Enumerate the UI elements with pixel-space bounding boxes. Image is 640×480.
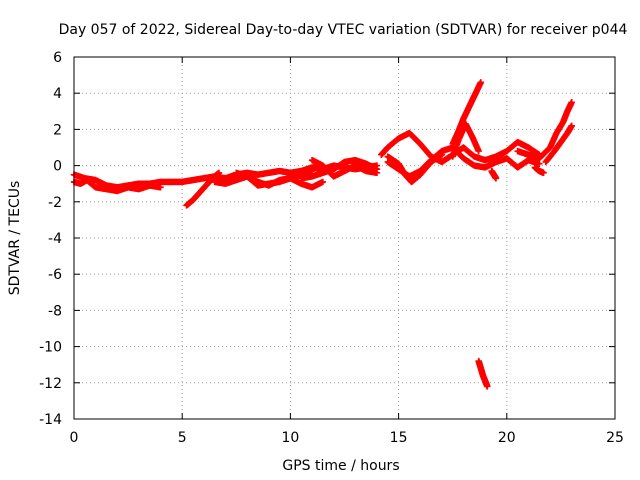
data-series <box>70 79 575 390</box>
data-point <box>215 169 223 177</box>
series-track-l <box>449 120 482 160</box>
series-track-c <box>183 169 223 209</box>
x-tick-label: 0 <box>70 430 79 446</box>
series-track-n <box>488 167 500 182</box>
data-point <box>568 99 575 106</box>
series-track-e <box>233 169 327 191</box>
axis-ticks: 0 5 10 15 20 25 -14 -12 -10 -8 -6 -4 -2 0 2 4 6 <box>39 50 624 446</box>
data-point <box>477 79 485 86</box>
data-point <box>319 178 327 186</box>
data-point <box>373 169 381 177</box>
y-tick-label: -2 <box>48 195 62 211</box>
x-axis-label: GPS time / hours <box>282 458 399 474</box>
data-point <box>157 184 164 191</box>
chart-title: Day 057 of 2022, Sidereal Day-to-day VTE… <box>59 22 628 38</box>
data-point <box>536 160 543 167</box>
y-tick-label: 6 <box>53 50 62 66</box>
series-track-b <box>70 176 164 195</box>
y-tick-label: -10 <box>39 340 62 356</box>
series-track-k <box>449 79 485 148</box>
x-tick-label: 10 <box>281 430 299 446</box>
series-track-q <box>542 122 575 166</box>
data-point <box>484 383 491 390</box>
series-track-m <box>475 357 491 390</box>
y-tick-label: -12 <box>39 376 62 392</box>
y-tick-label: -14 <box>39 412 62 428</box>
data-point <box>540 169 547 177</box>
x-tick-label: 25 <box>606 430 624 446</box>
data-point <box>438 151 446 158</box>
series-track-g <box>308 156 381 180</box>
x-tick-label: 20 <box>498 430 516 446</box>
plot-frame <box>73 56 616 420</box>
y-tick-label: -4 <box>48 231 62 247</box>
data-point <box>475 147 482 155</box>
series-track-j <box>384 151 446 186</box>
x-tick-label: 5 <box>178 430 187 446</box>
x-tick-label: 15 <box>390 430 408 446</box>
y-axis-label: SDTVAR / TECUs <box>7 181 23 296</box>
y-tick-label: 2 <box>53 122 62 138</box>
y-tick-label: -8 <box>48 303 62 319</box>
series-track-h <box>378 129 543 166</box>
data-point <box>308 167 316 175</box>
series-track-a <box>70 162 381 191</box>
data-point <box>568 122 575 129</box>
y-tick-label: -6 <box>48 267 62 283</box>
series-track-o <box>531 164 547 177</box>
y-tick-label: 4 <box>53 86 62 102</box>
data-point <box>492 175 500 182</box>
y-tick-label: 0 <box>53 159 62 175</box>
series-track-p <box>514 99 575 162</box>
grid <box>74 57 615 419</box>
